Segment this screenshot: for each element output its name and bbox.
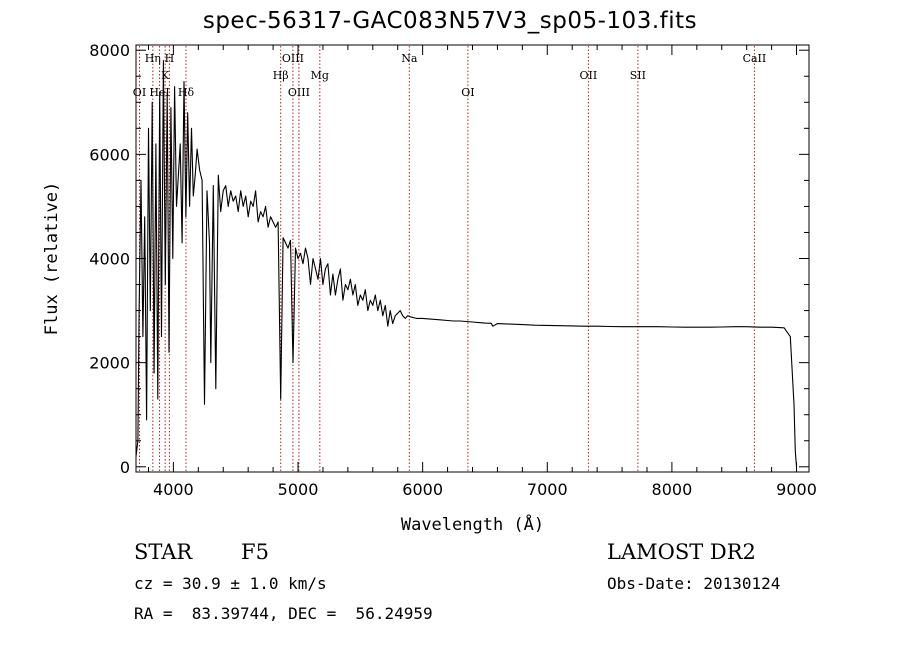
axes: 4000 5000 6000 7000 8000 9000 0 2000 4000 6000 800… bbox=[42, 41, 817, 535]
y-tick-label: 4000 bbox=[89, 250, 130, 269]
y-tick-label: 6000 bbox=[89, 145, 130, 164]
x-tick-label: 7000 bbox=[527, 480, 568, 499]
x-axis-label: Wavelength (Å) bbox=[401, 513, 544, 535]
y-tick-label: 2000 bbox=[89, 354, 130, 373]
line-label: H bbox=[165, 52, 175, 65]
line-label: Hη bbox=[145, 52, 161, 65]
x-tick-label: 8000 bbox=[652, 480, 693, 499]
class-label: STAR bbox=[134, 540, 193, 564]
line-label: OIII bbox=[282, 52, 304, 65]
x-tick-label: 5000 bbox=[278, 480, 319, 499]
line-label: OIII bbox=[288, 86, 310, 99]
x-tick-label: 9000 bbox=[776, 480, 817, 499]
cz-value: cz = 30.9 ± 1.0 km/s bbox=[134, 574, 327, 593]
flux-series bbox=[135, 60, 798, 467]
obs-date: Obs-Date: 20130124 bbox=[607, 574, 781, 593]
line-label: Na bbox=[401, 52, 418, 65]
survey-label: LAMOST DR2 bbox=[607, 540, 756, 564]
x-tick-label: 6000 bbox=[402, 480, 443, 499]
line-label: K bbox=[161, 69, 170, 82]
line-label: Hβ bbox=[273, 69, 289, 82]
line-label: SII bbox=[630, 69, 646, 82]
x-tick-label: 4000 bbox=[153, 480, 194, 499]
chart-title: spec-56317-GAC083N57V3_sp05-103.fits bbox=[202, 8, 698, 34]
line-label: OII bbox=[580, 69, 598, 82]
y-tick-label: 0 bbox=[120, 458, 130, 477]
plot-frame bbox=[135, 44, 810, 473]
line-label: OI bbox=[461, 86, 474, 99]
line-label: Hδ bbox=[178, 86, 195, 99]
line-label: OI bbox=[133, 86, 146, 99]
line-label: HeI bbox=[149, 86, 169, 99]
subclass-label: F5 bbox=[241, 540, 269, 564]
y-axis-label: Flux (relative) bbox=[42, 182, 62, 336]
line-label: CaII bbox=[743, 52, 767, 65]
line-label: Mg bbox=[311, 69, 329, 82]
y-tick-label: 8000 bbox=[89, 41, 130, 60]
coordinates: RA = 83.39744, DEC = 56.24959 bbox=[134, 604, 433, 623]
spectrum-line bbox=[135, 60, 798, 467]
spectral-line-markers bbox=[138, 46, 755, 471]
